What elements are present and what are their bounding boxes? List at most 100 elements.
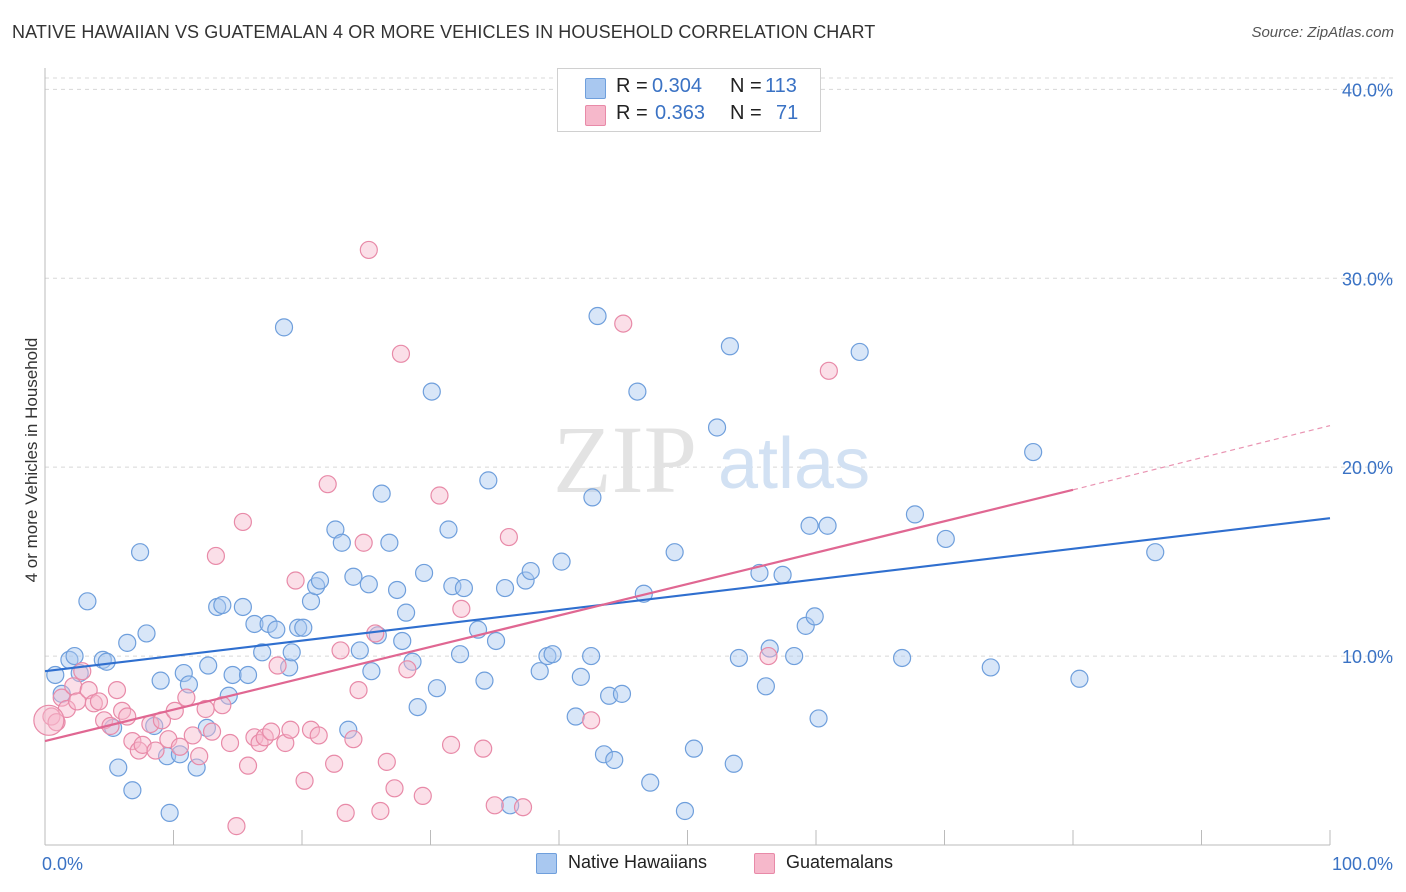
native-hawaiian-point xyxy=(396,603,416,622)
native-hawaiian-point xyxy=(1024,442,1043,462)
native-hawaiian-point xyxy=(612,684,632,703)
watermark-atlas: atlas xyxy=(718,424,870,504)
watermark-zip: ZIP xyxy=(553,406,697,513)
native-hawaiian-point xyxy=(274,318,294,337)
native-hawaiian-point xyxy=(439,520,458,539)
guatemalan-point xyxy=(268,656,287,675)
source-label: Source: ZipAtlas.com xyxy=(1251,24,1394,41)
native-hawaiian-point xyxy=(785,646,804,666)
r-value: 0.304 xyxy=(652,75,703,97)
guatemalan-point xyxy=(107,680,127,700)
guatemalan-point xyxy=(354,533,373,552)
guatemalan-point xyxy=(474,739,493,758)
native-hawaiian-point xyxy=(174,663,193,683)
native-hawaiian-point xyxy=(583,488,602,507)
native-hawaiian-point xyxy=(267,620,286,639)
guatemalan-point xyxy=(344,730,363,749)
native-hawaiian-point xyxy=(805,607,824,626)
guatemalan-point xyxy=(582,711,601,730)
native-hawaiian-point xyxy=(665,543,684,562)
r-value: 0.363 xyxy=(655,102,706,124)
guatemalan-point xyxy=(33,704,65,736)
native-hawaiian-trendline xyxy=(44,517,1331,673)
native-hawaiian-point xyxy=(160,803,179,822)
native-hawaiian-point xyxy=(641,773,660,792)
guatemalan-point xyxy=(413,786,432,805)
guatemalan-point xyxy=(309,726,328,745)
native-hawaiian-point xyxy=(238,665,258,685)
legend-swatch-blue xyxy=(585,78,606,99)
guatemalan-point xyxy=(42,707,61,726)
native-hawaiian-point xyxy=(1070,669,1089,688)
guatemalan-point xyxy=(485,796,504,815)
native-hawaiian-point xyxy=(65,646,84,666)
guatemalan-point xyxy=(325,754,344,773)
guatemalan-point xyxy=(206,546,226,566)
native-hawaiian-point xyxy=(223,665,242,685)
native-hawaiian-point xyxy=(151,671,170,690)
y-tick-label: 10.0% xyxy=(1342,647,1393,667)
native-hawaiian-point xyxy=(414,563,434,583)
native-hawaiian-point xyxy=(905,505,925,524)
guatemalan-point xyxy=(614,314,633,333)
guatemalan-point xyxy=(238,756,258,775)
r-label: R = xyxy=(616,102,648,124)
native-hawaiian-point xyxy=(253,643,272,662)
legend-swatch-blue xyxy=(536,853,557,874)
native-hawaiian-point xyxy=(729,648,749,668)
guatemalan-point xyxy=(499,527,518,547)
guatemalan-point xyxy=(349,680,368,700)
legend-label: Native Hawaiians xyxy=(568,852,708,872)
native-hawaiian-point xyxy=(571,667,590,686)
native-hawaiian-point xyxy=(454,578,474,598)
native-hawaiian-point xyxy=(339,720,358,739)
native-hawaiian-point xyxy=(724,754,743,773)
n-value: 71 xyxy=(776,102,799,124)
guatemalan-point xyxy=(441,735,461,754)
guatemalan-point xyxy=(759,646,778,666)
native-hawaiian-point xyxy=(773,565,792,584)
native-hawaiian-point xyxy=(350,641,369,660)
guatemalan-point xyxy=(250,733,269,753)
native-hawaiian-point xyxy=(123,781,142,800)
native-hawaiian-point xyxy=(684,739,704,758)
guatemalan-trendline-extension xyxy=(1072,425,1331,491)
guatemalan-point xyxy=(281,720,300,739)
chart-title: NATIVE HAWAIIAN VS GUATEMALAN 4 OR MORE … xyxy=(12,22,876,42)
native-hawaiian-point xyxy=(566,707,585,726)
guatemalan-point xyxy=(295,771,314,790)
native-hawaiian-point xyxy=(450,645,470,664)
native-hawaiian-point xyxy=(332,533,351,552)
guatemalan-point xyxy=(233,512,252,532)
guatemalan-point xyxy=(371,801,390,821)
native-hawaiian-point xyxy=(294,618,313,637)
native-hawaiian-point xyxy=(1146,543,1165,562)
y-tick-label: 20.0% xyxy=(1342,458,1393,478)
r-label: R = xyxy=(616,75,648,97)
native-hawaiian-point xyxy=(213,595,232,615)
guatemalan-point xyxy=(359,240,378,260)
native-hawaiian-point xyxy=(387,580,407,600)
native-hawaiian-point xyxy=(750,563,769,583)
native-hawaiian-point xyxy=(372,484,391,503)
stats-row-guatemalans: R = 0.363 N = 71 xyxy=(558,102,820,128)
native-hawaiian-point xyxy=(475,671,494,690)
guatemalan-point xyxy=(331,641,350,660)
guatemalan-point xyxy=(286,571,305,590)
native-hawaiian-point xyxy=(97,652,116,671)
native-hawaiian-point xyxy=(809,709,828,728)
y-axis-label: 4 or more Vehicles in Household xyxy=(22,337,41,583)
native-hawaiian-point xyxy=(850,342,869,362)
native-hawaiian-point xyxy=(422,382,441,401)
guatemalan-point xyxy=(190,747,209,766)
guatemalan-point xyxy=(318,475,337,494)
y-tick-label: 40.0% xyxy=(1342,80,1393,100)
legend-label: Guatemalans xyxy=(786,852,894,872)
native-hawaiian-point xyxy=(199,656,218,675)
native-hawaiian-point xyxy=(521,561,540,581)
guatemalan-point xyxy=(146,741,165,760)
native-hawaiian-point xyxy=(756,677,775,696)
native-hawaiian-point xyxy=(301,592,321,611)
guatemalan-point xyxy=(64,677,83,696)
